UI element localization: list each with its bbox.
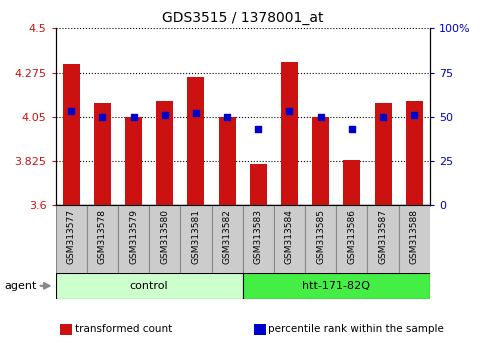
Text: GSM313577: GSM313577 <box>67 209 76 264</box>
Bar <box>406 101 423 205</box>
Point <box>161 112 169 118</box>
Text: transformed count: transformed count <box>75 324 172 334</box>
Bar <box>336 205 368 273</box>
Title: GDS3515 / 1378001_at: GDS3515 / 1378001_at <box>162 11 324 24</box>
Bar <box>149 205 180 273</box>
Text: agent: agent <box>5 281 37 291</box>
Text: GSM313579: GSM313579 <box>129 209 138 264</box>
Bar <box>187 78 204 205</box>
Point <box>317 114 325 120</box>
Bar <box>118 205 149 273</box>
Point <box>255 126 262 131</box>
Bar <box>180 205 212 273</box>
Point <box>192 110 200 116</box>
Text: GSM313584: GSM313584 <box>285 209 294 264</box>
Text: percentile rank within the sample: percentile rank within the sample <box>268 324 444 334</box>
Bar <box>94 103 111 205</box>
Bar <box>212 205 242 273</box>
Bar <box>60 324 72 335</box>
Bar <box>254 324 266 335</box>
Bar <box>305 205 336 273</box>
Text: GSM313586: GSM313586 <box>347 209 356 264</box>
Text: htt-171-82Q: htt-171-82Q <box>302 281 370 291</box>
Point <box>129 114 137 120</box>
Text: GSM313588: GSM313588 <box>410 209 419 264</box>
Point <box>285 108 293 114</box>
Text: GSM313583: GSM313583 <box>254 209 263 264</box>
Bar <box>250 164 267 205</box>
Point <box>67 108 75 114</box>
Text: GSM313587: GSM313587 <box>379 209 387 264</box>
Bar <box>368 205 398 273</box>
Bar <box>281 62 298 205</box>
Point <box>411 112 418 118</box>
Bar <box>242 205 274 273</box>
Bar <box>374 103 392 205</box>
Text: GSM313578: GSM313578 <box>98 209 107 264</box>
Bar <box>156 101 173 205</box>
Point <box>99 114 106 120</box>
Text: control: control <box>130 281 169 291</box>
Point <box>348 126 356 131</box>
Bar <box>87 205 118 273</box>
Bar <box>274 205 305 273</box>
Point <box>379 114 387 120</box>
Bar <box>125 117 142 205</box>
Bar <box>343 160 360 205</box>
Text: GSM313582: GSM313582 <box>223 209 232 264</box>
Text: GSM313580: GSM313580 <box>160 209 169 264</box>
Bar <box>312 117 329 205</box>
Text: GSM313585: GSM313585 <box>316 209 325 264</box>
Point <box>223 114 231 120</box>
Bar <box>398 205 430 273</box>
Bar <box>242 273 430 299</box>
Bar <box>56 273 242 299</box>
Bar <box>56 205 87 273</box>
Bar <box>63 64 80 205</box>
Bar <box>218 117 236 205</box>
Text: GSM313581: GSM313581 <box>191 209 200 264</box>
